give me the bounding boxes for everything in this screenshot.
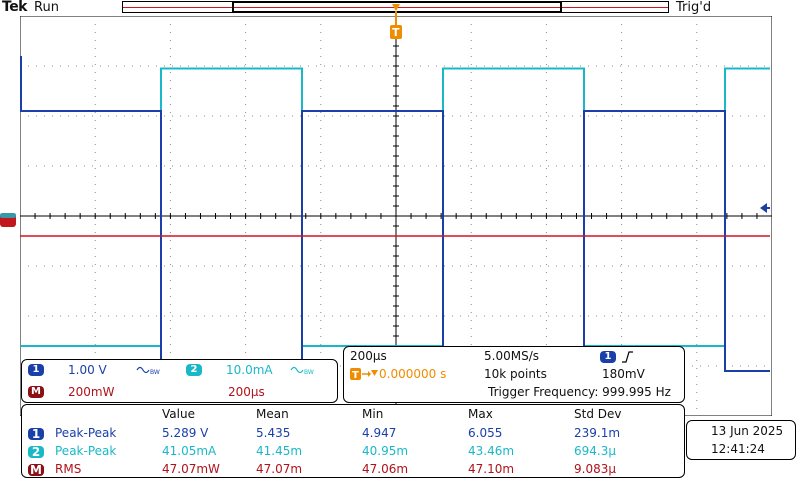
datetime-panel[interactable]: 13 Jun 2025 12:41:24	[686, 420, 796, 460]
measurement-max: 6.055	[468, 426, 503, 440]
math-scale: 200mW	[68, 385, 115, 399]
column-header: Max	[468, 407, 493, 421]
ch2-badge: 2	[28, 446, 44, 458]
trigger-level-arrow-icon[interactable]	[759, 202, 771, 214]
table-row[interactable]: 1 Peak-Peak 5.289 V 5.435 4.947 6.055 23…	[22, 426, 684, 442]
rising-edge-icon	[622, 351, 633, 363]
measurement-max: 43.46m	[468, 444, 515, 458]
measurements-header: Value Mean Min Max Std Dev	[22, 407, 684, 423]
math-setting[interactable]: M 200mW 200µs	[26, 384, 326, 400]
measurement-name: Peak-Peak	[55, 426, 117, 440]
trigger-delay-icon: T	[350, 368, 378, 381]
channel-settings-panel: 1 1.00 V BW 2 10.0mA BW M 200mW 200µs	[21, 359, 338, 403]
ch1-scale: 1.00 V	[68, 363, 107, 377]
ch1-badge: 1	[28, 364, 44, 376]
measurement-value: 41.05mA	[162, 444, 217, 458]
measurements-panel[interactable]: Value Mean Min Max Std Dev 1 Peak-Peak 5…	[21, 404, 685, 478]
measurement-value: 47.07mW	[162, 462, 220, 476]
measurement-std-dev: 9.083µ	[574, 462, 616, 476]
horizontal-scale: 200µs	[350, 349, 387, 363]
waveform-traces	[20, 56, 770, 372]
measurement-value: 5.289 V	[162, 426, 209, 440]
svg-text:BW: BW	[150, 369, 160, 375]
measurement-std-dev: 694.3µ	[574, 444, 616, 458]
date: 13 Jun 2025	[711, 424, 784, 438]
measurement-mean: 5.435	[256, 426, 291, 440]
math-timebase: 200µs	[228, 385, 265, 399]
measurement-std-dev: 239.1m	[574, 426, 621, 440]
ch1-waveform	[20, 110, 770, 372]
ch2-setting[interactable]: 2 10.0mA BW	[184, 362, 334, 378]
brand-logo: Tek	[2, 0, 28, 15]
math-badge: M	[28, 386, 44, 398]
table-row[interactable]: M RMS 47.07mW 47.07m 47.06m 47.10m 9.083…	[22, 462, 684, 478]
table-row[interactable]: 2 Peak-Peak 41.05mA 41.45m 40.95m 43.46m…	[22, 444, 684, 460]
ch1-setting[interactable]: 1 1.00 V BW	[26, 362, 326, 378]
bandwidth-limit-icon: BW	[290, 366, 314, 375]
bandwidth-limit-icon: BW	[136, 366, 160, 375]
sample-rate: 5.00MS/s	[484, 349, 539, 363]
measurement-max: 47.10m	[468, 462, 515, 476]
ch2-scale: 10.0mA	[226, 363, 273, 377]
channel-ground-marker-icon[interactable]	[0, 211, 20, 229]
trigger-level: 180mV	[602, 367, 645, 381]
ch1-badge: 1	[28, 428, 44, 440]
column-header: Min	[362, 407, 384, 421]
acquisition-panel[interactable]: 200µs 5.00MS/s 1 T 0.000000 s 10k points…	[343, 346, 685, 403]
trigger-state: Trig'd	[676, 0, 712, 15]
measurement-name: RMS	[55, 462, 82, 476]
svg-text:BW: BW	[304, 369, 314, 375]
column-header: Mean	[256, 407, 289, 421]
ch2-badge: 2	[186, 364, 202, 376]
measurement-min: 4.947	[362, 426, 397, 440]
math-badge: M	[28, 464, 44, 476]
measurement-name: Peak-Peak	[55, 444, 117, 458]
trigger-frequency: Trigger Frequency: 999.995 Hz	[488, 385, 671, 399]
time: 12:41:24	[711, 442, 765, 456]
measurement-mean: 47.07m	[256, 462, 303, 476]
run-state[interactable]: Run	[34, 0, 59, 15]
record-length: 10k points	[484, 367, 547, 381]
measurement-min: 47.06m	[362, 462, 409, 476]
measurement-mean: 41.45m	[256, 444, 303, 458]
measurement-min: 40.95m	[362, 444, 409, 458]
column-header: Value	[162, 407, 195, 421]
column-header: Std Dev	[574, 407, 622, 421]
svg-text:T: T	[352, 370, 359, 381]
trigger-delay: 0.000000 s	[379, 367, 447, 381]
trigger-marker-label: T	[392, 26, 400, 39]
trigger-position-marker[interactable]: T	[389, 2, 403, 40]
trigger-source-badge: 1	[600, 351, 616, 363]
